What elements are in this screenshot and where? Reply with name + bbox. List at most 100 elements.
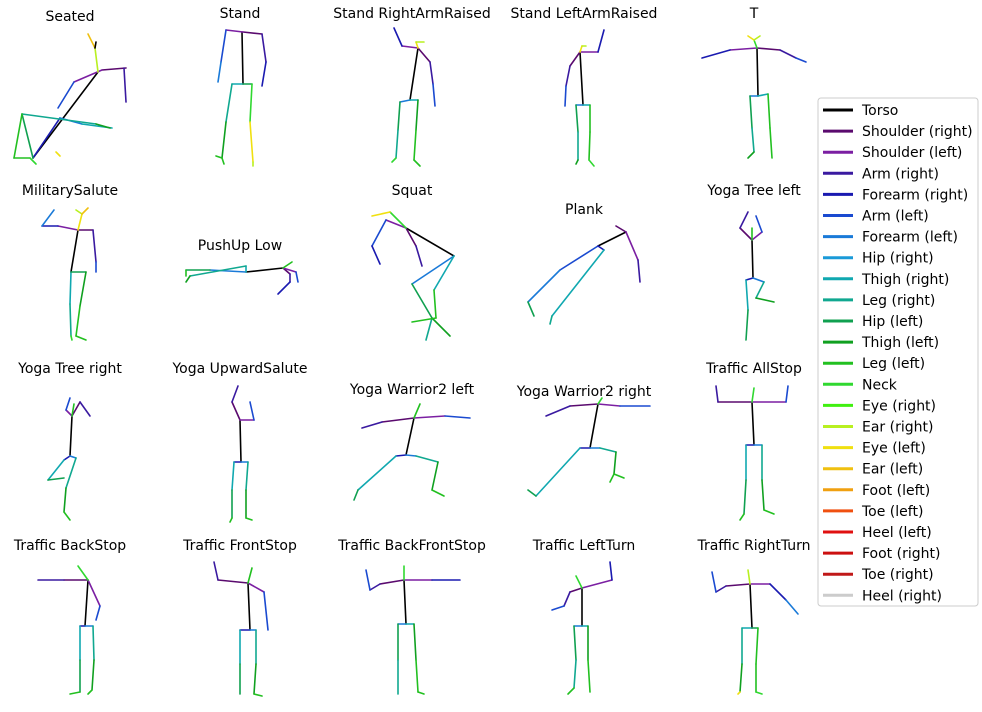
pose-segment bbox=[220, 29, 227, 63]
pose-segment bbox=[589, 403, 599, 449]
pose-segment bbox=[79, 401, 91, 417]
panel-title: PushUp Low bbox=[198, 238, 282, 254]
pose-segment bbox=[567, 687, 575, 695]
pose-segment bbox=[625, 231, 639, 261]
pose-segment bbox=[535, 447, 581, 497]
legend-label: Thigh (left) bbox=[861, 335, 939, 351]
pose-segment bbox=[65, 409, 73, 417]
pose-segment bbox=[745, 309, 749, 341]
pose-segment bbox=[245, 267, 284, 273]
pose-segment bbox=[785, 599, 799, 615]
pose-segment bbox=[32, 117, 61, 159]
pose-segment bbox=[413, 415, 446, 419]
pose-segment bbox=[769, 127, 773, 159]
panel-title: Yoga Warrior2 right bbox=[516, 384, 652, 400]
pose-segment bbox=[65, 397, 71, 411]
pose-segment bbox=[747, 35, 755, 41]
pose-segment bbox=[63, 455, 71, 461]
pose-segment bbox=[69, 271, 72, 305]
pose-segment bbox=[433, 289, 437, 319]
pose-segment bbox=[587, 659, 591, 693]
pose-segment bbox=[411, 317, 437, 323]
pose-segment bbox=[231, 461, 235, 491]
pose-segment bbox=[769, 583, 787, 601]
pose-segment bbox=[245, 517, 253, 521]
pose-segment bbox=[415, 41, 419, 49]
pose-segment bbox=[597, 397, 603, 405]
pose-segment bbox=[282, 267, 297, 273]
pose-panel: Yoga Warrior2 right bbox=[516, 384, 652, 497]
pose-segment bbox=[753, 35, 761, 41]
pose-segment bbox=[429, 61, 434, 85]
pose-segment bbox=[361, 421, 383, 429]
legend-label: Toe (right) bbox=[861, 567, 934, 583]
legend-label: Ear (left) bbox=[862, 462, 923, 478]
legend-label: Shoulder (right) bbox=[862, 124, 973, 140]
pose-segment bbox=[763, 509, 775, 515]
pose-segment bbox=[229, 517, 233, 523]
pose-segment bbox=[739, 663, 743, 693]
pose-segment bbox=[385, 219, 407, 229]
pose-segment bbox=[575, 575, 583, 589]
pose-segment bbox=[63, 511, 71, 521]
pose-segment bbox=[63, 487, 67, 513]
pose-panel: PushUp Low bbox=[185, 238, 299, 295]
pose-segment bbox=[357, 455, 397, 491]
pose-segment bbox=[379, 579, 405, 585]
pose-segment bbox=[701, 49, 731, 59]
pose-segment bbox=[609, 561, 613, 581]
pose-segment bbox=[411, 255, 455, 285]
pose-segment bbox=[551, 605, 565, 611]
legend-label: Leg (left) bbox=[862, 356, 925, 372]
pose-segment bbox=[79, 271, 87, 307]
pose-segment bbox=[401, 45, 419, 49]
pose-segment bbox=[263, 591, 269, 631]
pose-segment bbox=[545, 405, 571, 417]
pose-segment bbox=[71, 401, 81, 417]
pose-segment bbox=[47, 477, 65, 481]
pose-segment bbox=[749, 95, 753, 129]
pose-segment bbox=[755, 691, 763, 695]
pose-segment bbox=[415, 659, 419, 693]
pose-segment bbox=[75, 335, 87, 341]
pose-segment bbox=[95, 123, 111, 129]
pose-panel: Stand LeftArmRaised bbox=[511, 6, 657, 167]
pose-segment bbox=[431, 317, 451, 337]
pose-segment bbox=[365, 569, 371, 591]
pose-segment bbox=[749, 583, 753, 629]
pose-segment bbox=[41, 209, 55, 227]
pose-segment bbox=[221, 157, 225, 165]
pose-segment bbox=[415, 245, 423, 267]
pose-segment bbox=[413, 129, 417, 161]
legend-label: Arm (right) bbox=[862, 166, 939, 182]
legend: Torso Shoulder (right) Shoulder (left) Arm … bbox=[817, 97, 979, 607]
pose-segment bbox=[551, 249, 605, 317]
panel-title: Yoga UpwardSalute bbox=[171, 361, 307, 377]
pose-panel: Seated bbox=[13, 9, 127, 165]
pose-segment bbox=[371, 219, 387, 247]
legend-label: Toe (left) bbox=[861, 504, 923, 520]
pose-segment bbox=[77, 565, 89, 581]
pose-segment bbox=[70, 229, 79, 273]
pose-segment bbox=[751, 127, 755, 153]
pose-segment bbox=[409, 47, 419, 101]
pose-segment bbox=[751, 239, 754, 279]
pose-segment bbox=[231, 385, 239, 403]
pose-segment bbox=[87, 689, 93, 695]
pose-segment bbox=[743, 479, 747, 515]
panel-title: Traffic BackFrontStop bbox=[337, 538, 486, 554]
pose-segment bbox=[91, 659, 95, 691]
pose-segment bbox=[353, 489, 359, 501]
pose-segment bbox=[405, 454, 417, 457]
pose-segment bbox=[405, 227, 455, 257]
pose-panel: Traffic LeftTurn bbox=[532, 538, 635, 695]
legend-label: Forearm (left) bbox=[862, 230, 958, 246]
legend-label: Arm (left) bbox=[862, 209, 929, 225]
pose-segment bbox=[755, 627, 759, 665]
pose-segment bbox=[241, 31, 244, 85]
pose-segment bbox=[411, 283, 433, 319]
pose-segment bbox=[739, 211, 749, 229]
pose-panel: Stand RightArmRaised bbox=[333, 6, 491, 167]
pose-segment bbox=[413, 623, 417, 661]
